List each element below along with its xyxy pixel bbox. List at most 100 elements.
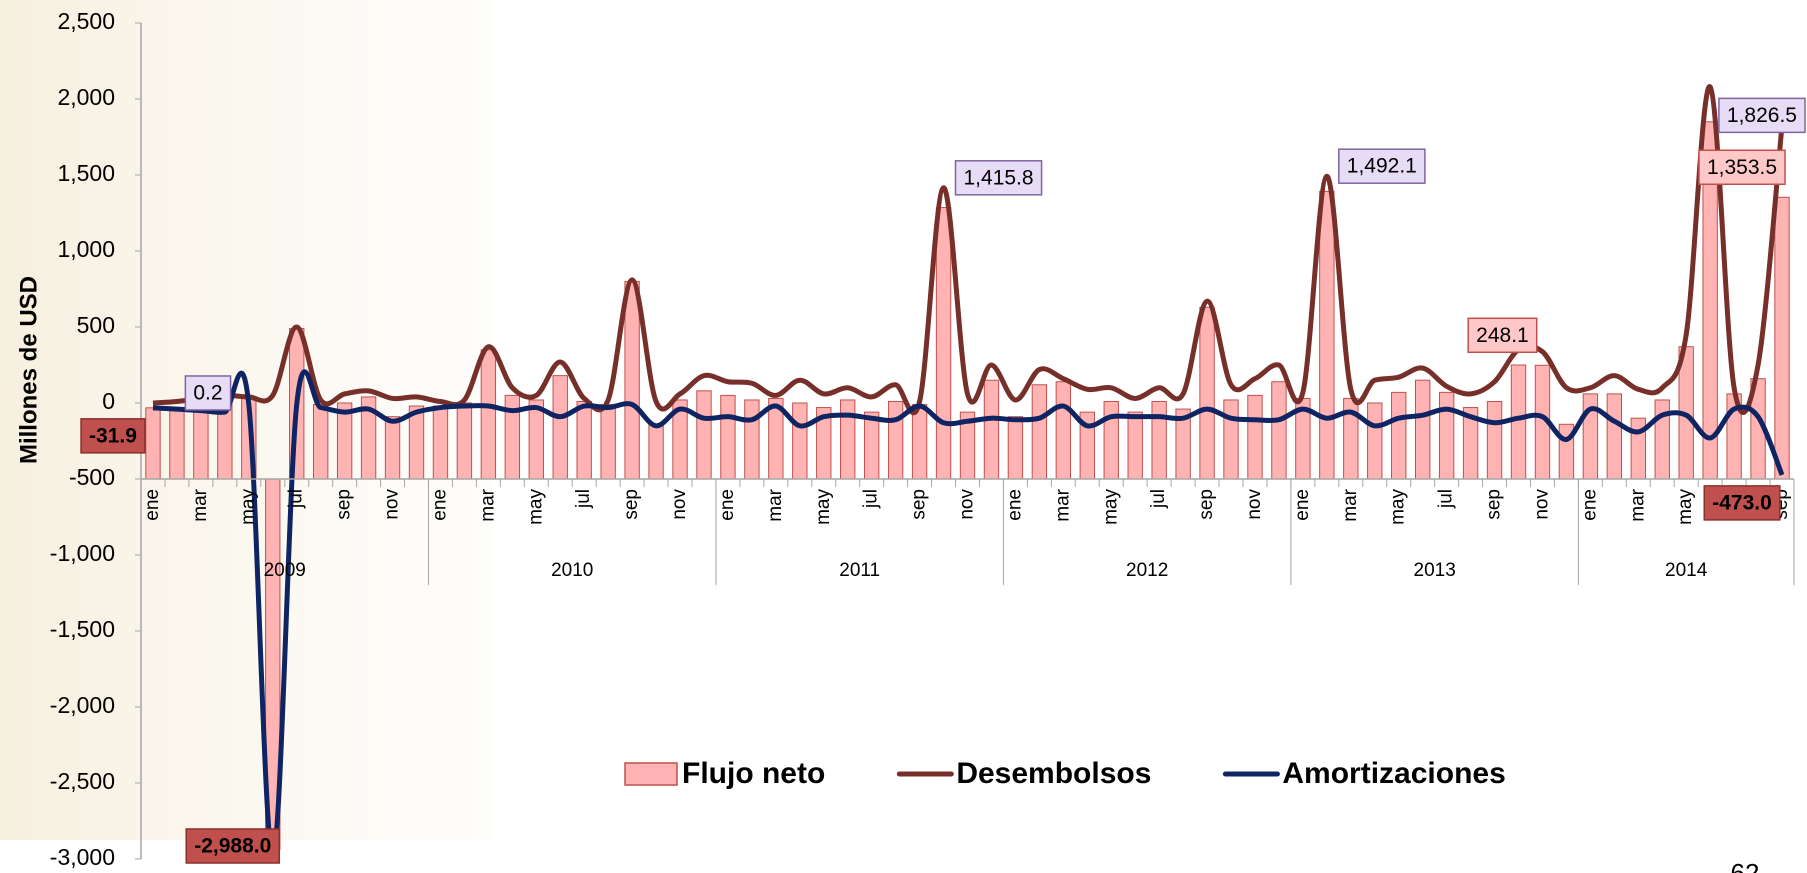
x-tick-label: may (1388, 489, 1409, 525)
data-label-text: 1,826.5 (1727, 104, 1797, 127)
data-label: 1,826.5 (1718, 97, 1806, 134)
bar (552, 375, 568, 480)
data-label-text: 1,353.5 (1707, 156, 1777, 179)
bar (480, 349, 497, 480)
line-series (152, 369, 1785, 860)
year-label: 2012 (1126, 560, 1168, 581)
x-tick-label: nov (382, 489, 403, 520)
bar (911, 404, 928, 480)
bar (432, 405, 449, 480)
y-tick-label: 1,500 (57, 160, 115, 186)
bar (1223, 399, 1239, 480)
y-tick-label: -2,500 (50, 768, 115, 794)
y-tick-label: 2,500 (57, 8, 115, 34)
data-label-box (1338, 148, 1426, 184)
x-tick-label: jul (861, 489, 882, 509)
x-tick-label: sep (621, 489, 642, 520)
y-tick-label: 0 (102, 388, 115, 414)
bar (1510, 364, 1527, 480)
bar (1199, 306, 1215, 480)
bar (576, 400, 592, 480)
bar (696, 390, 712, 480)
data-label-text: 248.1 (1476, 324, 1529, 347)
y-tick-label: -1,000 (50, 540, 115, 566)
y-axis-title: Millones de USD (15, 276, 42, 464)
x-tick-label: ene (142, 489, 163, 521)
data-label: -473.0 (1703, 485, 1781, 521)
x-tick-label: mar (477, 488, 498, 521)
x-tick-label: sep (909, 489, 930, 520)
data-label: 248.1 (1467, 317, 1538, 354)
x-tick-label: ene (1292, 489, 1313, 521)
legend-label: Flujo neto (682, 757, 825, 790)
x-tick-label: mar (190, 488, 211, 521)
bar (1774, 196, 1790, 480)
bar (648, 423, 664, 480)
bar (744, 399, 760, 480)
bar (1007, 416, 1024, 480)
data-label-text: -473.0 (1712, 491, 1772, 514)
x-tick-label: mar (1052, 488, 1073, 521)
bar (1391, 391, 1407, 480)
x-tick-label: sep (334, 489, 355, 520)
x-tick-label: mar (1627, 488, 1648, 521)
data-label: -31.9 (80, 418, 146, 454)
bar (840, 399, 856, 480)
data-label-text: -2,988.0 (194, 835, 271, 858)
bar (217, 404, 233, 480)
data-label-text: 0.2 (193, 382, 222, 405)
bar (1319, 190, 1335, 480)
y-tick-label: 2,000 (57, 84, 115, 110)
x-tick-label: nov (1531, 489, 1552, 520)
data-label-box (80, 418, 146, 454)
x-tick-label: may (238, 489, 259, 525)
bar (1486, 400, 1503, 480)
data-label-box (1718, 97, 1806, 134)
bar (169, 407, 185, 480)
data-label-box (184, 375, 232, 411)
x-tick-label: sep (1196, 489, 1217, 520)
bar (720, 394, 736, 480)
legend-swatch (624, 762, 678, 786)
bar (193, 405, 209, 480)
data-label-box (954, 160, 1043, 196)
line-series (152, 84, 1785, 415)
x-tick-label: mar (1340, 488, 1361, 521)
y-tick-label: 500 (77, 312, 115, 338)
data-label-text: -31.9 (89, 424, 137, 447)
x-tick-label: may (1100, 489, 1121, 525)
bar (312, 404, 329, 480)
data-label-box (1698, 149, 1786, 186)
x-tick-label: may (1675, 489, 1696, 525)
x-tick-label: ene (429, 489, 450, 521)
bar (1438, 391, 1455, 480)
legend-label: Desembolsos (956, 757, 1151, 790)
y-tick-label: -1,500 (50, 616, 115, 642)
y-tick-label: -500 (69, 464, 115, 490)
bar (1271, 381, 1287, 480)
x-tick-label: ene (717, 489, 738, 521)
x-tick-label: may (525, 489, 546, 525)
y-tick-label: 1,000 (57, 236, 115, 262)
bar (384, 416, 401, 480)
year-label: 2013 (1414, 560, 1456, 581)
bar (145, 407, 161, 480)
bar (600, 404, 616, 480)
bar (935, 207, 952, 480)
data-label-box (1467, 317, 1538, 354)
x-tick-label: jul (1148, 489, 1169, 509)
x-tick-label: nov (669, 489, 690, 520)
bar (1247, 394, 1263, 480)
data-label-box (185, 828, 281, 864)
x-tick-label: nov (1244, 489, 1265, 520)
year-label: 2009 (264, 560, 306, 581)
bar (1606, 393, 1623, 480)
bar (1103, 400, 1119, 480)
page-number: 62 (1731, 858, 1760, 873)
year-label: 2014 (1665, 560, 1708, 581)
x-tick-label: mar (765, 488, 786, 521)
bar (1127, 411, 1143, 480)
data-label-text: 1,492.1 (1347, 155, 1417, 178)
bar (887, 400, 904, 480)
